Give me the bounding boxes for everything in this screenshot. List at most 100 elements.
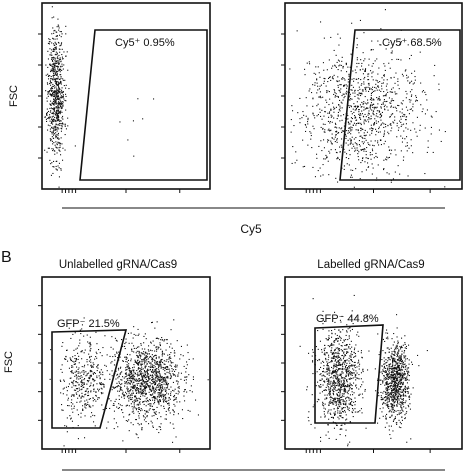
event-dot [323, 115, 325, 117]
event-dot [412, 103, 414, 105]
event-dot [389, 369, 391, 371]
event-dot [339, 382, 341, 384]
event-dot [155, 396, 157, 398]
event-dot [92, 373, 94, 375]
event-dot [361, 113, 363, 115]
event-dot [141, 377, 143, 379]
event-dot [88, 372, 90, 374]
event-dot [97, 364, 99, 366]
event-dot [95, 400, 97, 402]
event-dot [395, 374, 397, 376]
event-dot [335, 438, 337, 440]
event-dot [146, 415, 148, 417]
event-dot [350, 340, 352, 342]
event-dot [160, 416, 162, 418]
event-dot [139, 388, 141, 390]
event-dot [367, 157, 369, 159]
event-dot [146, 397, 148, 399]
event-dot [54, 91, 56, 93]
event-dot [398, 105, 400, 107]
event-dot [55, 112, 57, 114]
event-dot [57, 136, 59, 138]
event-dot [140, 379, 142, 381]
event-dot [389, 116, 391, 118]
event-dot [116, 340, 118, 342]
event-dot [166, 339, 168, 341]
event-dot [109, 373, 111, 375]
event-dot [132, 376, 134, 378]
event-dot [392, 367, 394, 369]
event-dot [340, 349, 342, 351]
event-dot [389, 385, 391, 387]
event-dot [151, 357, 153, 359]
event-dot [80, 333, 82, 335]
event-dot [370, 98, 372, 100]
event-dot [94, 415, 96, 417]
event-dot [100, 384, 102, 386]
event-dot [335, 390, 337, 392]
event-dot [141, 384, 143, 386]
event-dot [133, 155, 135, 157]
event-dot [334, 64, 336, 66]
event-dot [350, 359, 352, 361]
event-dot [355, 124, 357, 126]
event-dot [86, 374, 88, 376]
event-dot [131, 377, 133, 379]
event-dot [375, 128, 377, 130]
event-dot [334, 374, 336, 376]
event-dot [400, 121, 402, 123]
event-dot [162, 398, 164, 400]
event-dot [390, 347, 392, 349]
event-dot [389, 416, 391, 418]
event-dot [396, 327, 398, 329]
event-dot [124, 385, 126, 387]
event-dot [159, 342, 161, 344]
event-dot [349, 154, 351, 156]
event-dot [132, 381, 134, 383]
event-dot [337, 416, 339, 418]
event-dot [405, 345, 407, 347]
event-dot [330, 399, 332, 401]
event-dot [149, 389, 151, 391]
event-dot [326, 90, 328, 92]
event-dot [110, 362, 112, 364]
event-dot [153, 382, 155, 384]
event-dot [331, 67, 333, 69]
event-dot [197, 414, 199, 416]
event-dot [145, 398, 147, 400]
event-dot [140, 408, 142, 410]
event-dot [56, 110, 58, 112]
event-dot [343, 97, 345, 99]
event-dot [394, 116, 396, 118]
event-dot [332, 401, 334, 403]
event-dot [55, 46, 57, 48]
event-dot [49, 75, 51, 77]
event-dot [338, 402, 340, 404]
event-dot [88, 394, 90, 396]
event-dot [150, 405, 152, 407]
event-dot [327, 410, 329, 412]
event-dot [374, 140, 376, 142]
event-dot [395, 366, 397, 368]
event-dot [131, 392, 133, 394]
event-dot [162, 400, 164, 402]
event-dot [344, 363, 346, 365]
event-dot [334, 107, 336, 109]
event-dot [339, 434, 341, 436]
event-dot [361, 412, 363, 414]
event-dot [71, 420, 73, 422]
event-dot [52, 172, 54, 174]
event-dot [148, 361, 150, 363]
event-dot [399, 346, 401, 348]
event-dot [354, 353, 356, 355]
event-dot [312, 406, 314, 408]
event-dot [337, 406, 339, 408]
event-dot [148, 391, 150, 393]
event-dot [50, 52, 52, 54]
event-dot [323, 368, 325, 370]
event-dot [133, 384, 135, 386]
event-dot [387, 375, 389, 377]
event-dot [378, 89, 380, 91]
event-dot [360, 127, 362, 129]
event-dot [375, 134, 377, 136]
